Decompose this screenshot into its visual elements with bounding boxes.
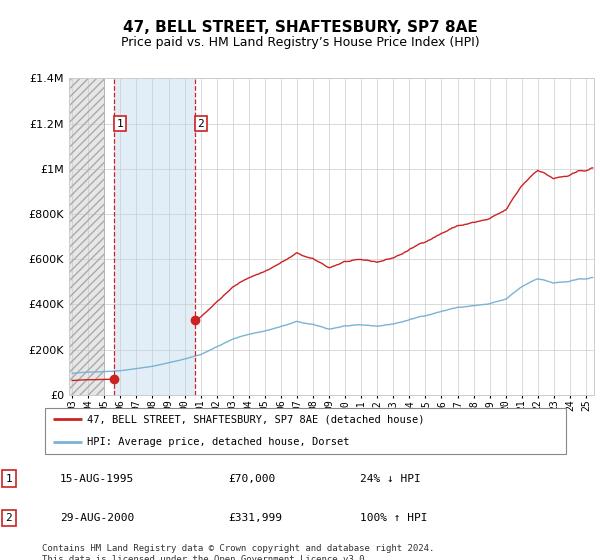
Text: HPI: Average price, detached house, Dorset: HPI: Average price, detached house, Dors… xyxy=(87,437,349,447)
Text: 47, BELL STREET, SHAFTESBURY, SP7 8AE: 47, BELL STREET, SHAFTESBURY, SP7 8AE xyxy=(122,20,478,35)
Text: 29-AUG-2000: 29-AUG-2000 xyxy=(60,513,134,523)
Text: 1: 1 xyxy=(5,474,13,484)
Bar xyxy=(64,78,104,395)
Text: 47, BELL STREET, SHAFTESBURY, SP7 8AE (detached house): 47, BELL STREET, SHAFTESBURY, SP7 8AE (d… xyxy=(87,414,424,424)
Text: 1: 1 xyxy=(116,119,124,129)
FancyBboxPatch shape xyxy=(44,408,566,454)
Text: Contains HM Land Registry data © Crown copyright and database right 2024.
This d: Contains HM Land Registry data © Crown c… xyxy=(42,544,434,560)
Bar xyxy=(114,78,195,395)
Text: Price paid vs. HM Land Registry’s House Price Index (HPI): Price paid vs. HM Land Registry’s House … xyxy=(121,36,479,49)
Text: 15-AUG-1995: 15-AUG-1995 xyxy=(60,474,134,484)
Text: 2: 2 xyxy=(197,119,205,129)
Text: 24% ↓ HPI: 24% ↓ HPI xyxy=(360,474,421,484)
Text: 2: 2 xyxy=(5,513,13,523)
Text: £70,000: £70,000 xyxy=(228,474,275,484)
Text: 100% ↑ HPI: 100% ↑ HPI xyxy=(360,513,427,523)
Bar xyxy=(64,78,104,395)
Text: £331,999: £331,999 xyxy=(228,513,282,523)
